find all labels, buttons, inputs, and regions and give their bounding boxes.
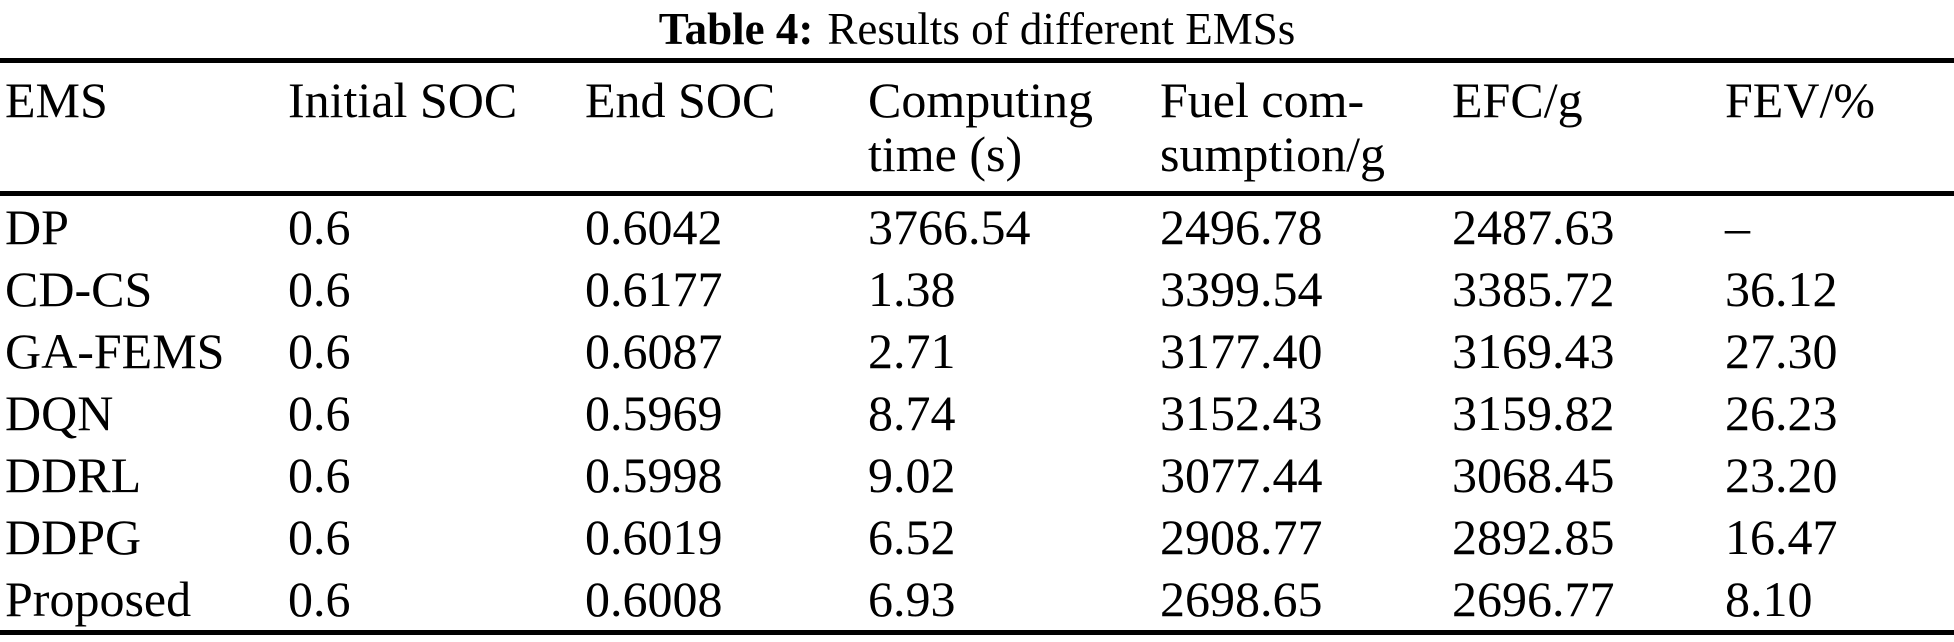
col-header-initial-soc: Initial SOC <box>283 60 580 196</box>
cell-initial-soc: 0.6 <box>288 571 351 627</box>
cell-computing-time: 9.02 <box>868 447 956 503</box>
cell-computing-time: 8.74 <box>868 385 956 441</box>
table-row-cd-cs: CD-CS 0.6 0.6177 1.38 3399.54 3385.72 36… <box>0 258 1954 320</box>
table-row-ddpg: DDPG 0.6 0.6019 6.52 2908.77 2892.85 16.… <box>0 506 1954 568</box>
table-caption: Table 4: Results of different EMSs <box>0 0 1954 58</box>
col-header-end-soc: End SOC <box>580 60 863 196</box>
table-row-ddrl: DDRL 0.6 0.5998 9.02 3077.44 3068.45 23.… <box>0 444 1954 506</box>
col-header-fuel-consumption: Fuel com- sumption/g <box>1155 60 1447 196</box>
cell-initial-soc: 0.6 <box>288 447 351 503</box>
col-header-efc: EFC/g <box>1447 60 1720 196</box>
cell-ems: GA-FEMS <box>5 323 225 379</box>
cell-end-soc: 0.6008 <box>585 571 723 627</box>
cell-fev: – <box>1725 199 1750 255</box>
cell-fuel-consumption: 3152.43 <box>1160 385 1323 441</box>
cell-fev: 8.10 <box>1725 571 1813 627</box>
col-header-fev: FEV/% <box>1720 60 1954 196</box>
table-row-proposed: Proposed 0.6 0.6008 6.93 2698.65 2696.77… <box>0 568 1954 633</box>
cell-fev: 23.20 <box>1725 447 1838 503</box>
cell-fev: 36.12 <box>1725 261 1838 317</box>
cell-ems: CD-CS <box>5 261 153 317</box>
cell-initial-soc: 0.6 <box>288 385 351 441</box>
header-row: EMS Initial SOC End SOC Computing time (… <box>0 60 1954 196</box>
cell-fuel-consumption: 3399.54 <box>1160 261 1323 317</box>
table-row-dp: DP 0.6 0.6042 3766.54 2496.78 2487.63 – <box>0 194 1954 259</box>
cell-efc: 3385.72 <box>1452 261 1615 317</box>
cell-efc: 2696.77 <box>1452 571 1615 627</box>
cell-computing-time: 1.38 <box>868 261 956 317</box>
cell-ems: DP <box>5 199 69 255</box>
table-row-dqn: DQN 0.6 0.5969 8.74 3152.43 3159.82 26.2… <box>0 382 1954 444</box>
cell-ems: DQN <box>5 385 114 441</box>
cell-fev: 27.30 <box>1725 323 1838 379</box>
cell-initial-soc: 0.6 <box>288 261 351 317</box>
cell-computing-time: 6.52 <box>868 509 956 565</box>
cell-computing-time: 3766.54 <box>868 199 1031 255</box>
cell-end-soc: 0.5969 <box>585 385 723 441</box>
cell-efc: 2487.63 <box>1452 199 1615 255</box>
cell-fuel-consumption: 2908.77 <box>1160 509 1323 565</box>
cell-efc: 3169.43 <box>1452 323 1615 379</box>
cell-computing-time: 6.93 <box>868 571 956 627</box>
cell-fuel-consumption: 2698.65 <box>1160 571 1323 627</box>
cell-initial-soc: 0.6 <box>288 509 351 565</box>
cell-end-soc: 0.6177 <box>585 261 723 317</box>
cell-end-soc: 0.6087 <box>585 323 723 379</box>
col-header-computing-time: Computing time (s) <box>863 60 1155 196</box>
table-caption-label: Table 4: <box>658 4 814 54</box>
cell-initial-soc: 0.6 <box>288 199 351 255</box>
results-table: EMS Initial SOC End SOC Computing time (… <box>0 58 1954 635</box>
cell-fuel-consumption: 3077.44 <box>1160 447 1323 503</box>
table-caption-title: Results of different EMSs <box>827 4 1296 54</box>
cell-fev: 26.23 <box>1725 385 1838 441</box>
cell-end-soc: 0.6042 <box>585 199 723 255</box>
cell-efc: 3159.82 <box>1452 385 1615 441</box>
table-row-ga-fems: GA-FEMS 0.6 0.6087 2.71 3177.40 3169.43 … <box>0 320 1954 382</box>
cell-fuel-consumption: 2496.78 <box>1160 199 1323 255</box>
cell-fuel-consumption: 3177.40 <box>1160 323 1323 379</box>
cell-end-soc: 0.6019 <box>585 509 723 565</box>
cell-ems: Proposed <box>5 571 192 627</box>
col-header-ems: EMS <box>0 60 283 196</box>
cell-ems: DDPG <box>5 509 142 565</box>
cell-end-soc: 0.5998 <box>585 447 723 503</box>
cell-ems: DDRL <box>5 447 142 503</box>
cell-computing-time: 2.71 <box>868 323 956 379</box>
cell-efc: 2892.85 <box>1452 509 1615 565</box>
cell-fev: 16.47 <box>1725 509 1838 565</box>
cell-initial-soc: 0.6 <box>288 323 351 379</box>
cell-efc: 3068.45 <box>1452 447 1615 503</box>
